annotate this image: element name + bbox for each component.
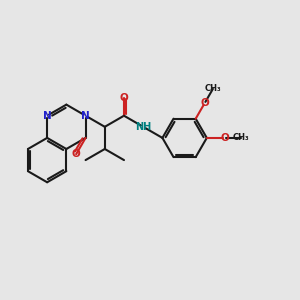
Text: CH₃: CH₃ xyxy=(233,134,250,142)
Text: O: O xyxy=(200,98,209,108)
Text: O: O xyxy=(220,133,229,143)
Text: N: N xyxy=(81,111,90,121)
Text: O: O xyxy=(120,92,128,103)
Text: CH₃: CH₃ xyxy=(205,84,221,93)
Text: NH: NH xyxy=(135,122,151,132)
Text: O: O xyxy=(72,149,80,159)
Text: N: N xyxy=(43,111,52,121)
